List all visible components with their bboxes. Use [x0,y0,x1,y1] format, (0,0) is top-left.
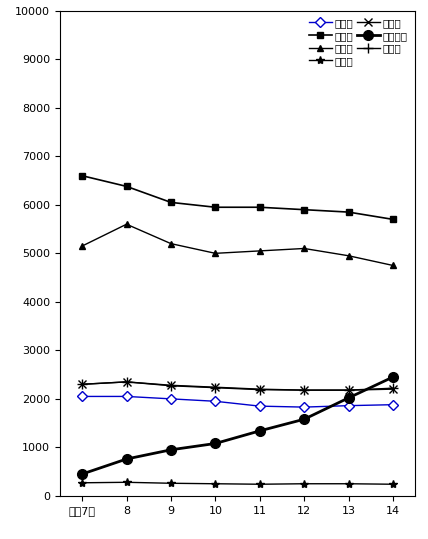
総合学科 [80,471,85,478]
Line: 商業科: 商業科 [79,221,396,269]
農業科 [168,396,173,402]
その他 [257,386,262,393]
その他 [168,383,173,389]
その他 [346,387,351,393]
その他 [213,384,218,391]
農業科 [390,402,395,408]
その他 [80,381,85,388]
商業科 [346,252,351,259]
総合学科 [257,427,262,434]
Legend: 農業科, 工業科, 商業科, 水産科, 家政科, 総合学科, その他: 農業科, 工業科, 商業科, 水産科, 家政科, 総合学科, その他 [307,16,410,68]
家政科 [168,382,173,389]
家政科 [213,384,218,390]
Line: その他: その他 [77,377,398,395]
水産科 [213,481,218,487]
商業科 [390,262,395,268]
工業科 [80,172,85,179]
水産科 [257,481,262,487]
Line: 水産科: 水産科 [78,478,397,488]
農業科 [346,403,351,409]
その他 [302,387,307,393]
商業科 [302,245,307,252]
工業科 [124,183,129,190]
総合学科 [213,440,218,447]
商業科 [257,247,262,254]
水産科 [302,481,307,487]
工業科 [346,209,351,215]
商業科 [168,240,173,247]
商業科 [124,221,129,227]
Line: 農業科: 農業科 [79,393,396,411]
水産科 [390,481,395,487]
水産科 [80,480,85,486]
総合学科 [124,456,129,462]
農業科 [80,393,85,400]
商業科 [213,250,218,257]
家政科 [80,381,85,388]
家政科 [302,387,307,393]
総合学科 [390,374,395,381]
Line: 家政科: 家政科 [78,378,397,395]
工業科 [168,199,173,205]
工業科 [257,204,262,210]
家政科 [346,387,351,393]
その他 [390,385,395,391]
商業科 [80,243,85,249]
農業科 [213,398,218,404]
工業科 [213,204,218,210]
総合学科 [346,395,351,401]
農業科 [124,393,129,400]
総合学科 [168,446,173,453]
水産科 [124,479,129,486]
家政科 [257,386,262,392]
水産科 [346,481,351,487]
家政科 [124,378,129,385]
工業科 [302,206,307,213]
農業科 [302,404,307,410]
水産科 [168,480,173,487]
Line: 工業科: 工業科 [79,173,396,222]
家政科 [390,386,395,392]
その他 [124,378,129,385]
工業科 [390,216,395,223]
総合学科 [302,416,307,423]
Line: 総合学科: 総合学科 [77,372,398,479]
農業科 [257,403,262,410]
